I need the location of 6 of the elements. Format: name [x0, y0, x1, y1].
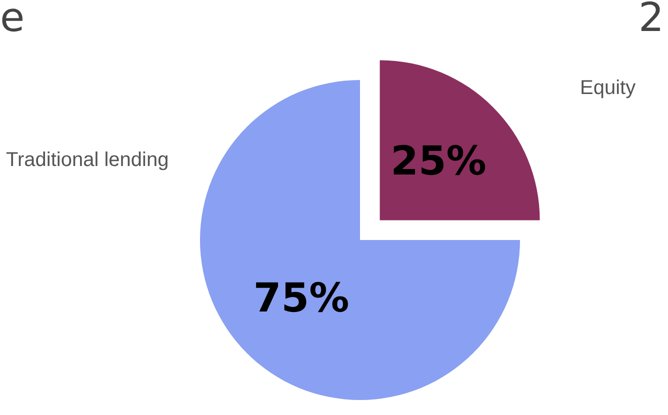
slice-label: Equity: [580, 77, 636, 99]
text: 2: [638, 0, 664, 41]
data-label: 25%: [390, 138, 486, 185]
data-label: 75%: [253, 276, 350, 322]
text: e: [0, 0, 25, 41]
slice-label: Traditional lending: [6, 149, 169, 171]
